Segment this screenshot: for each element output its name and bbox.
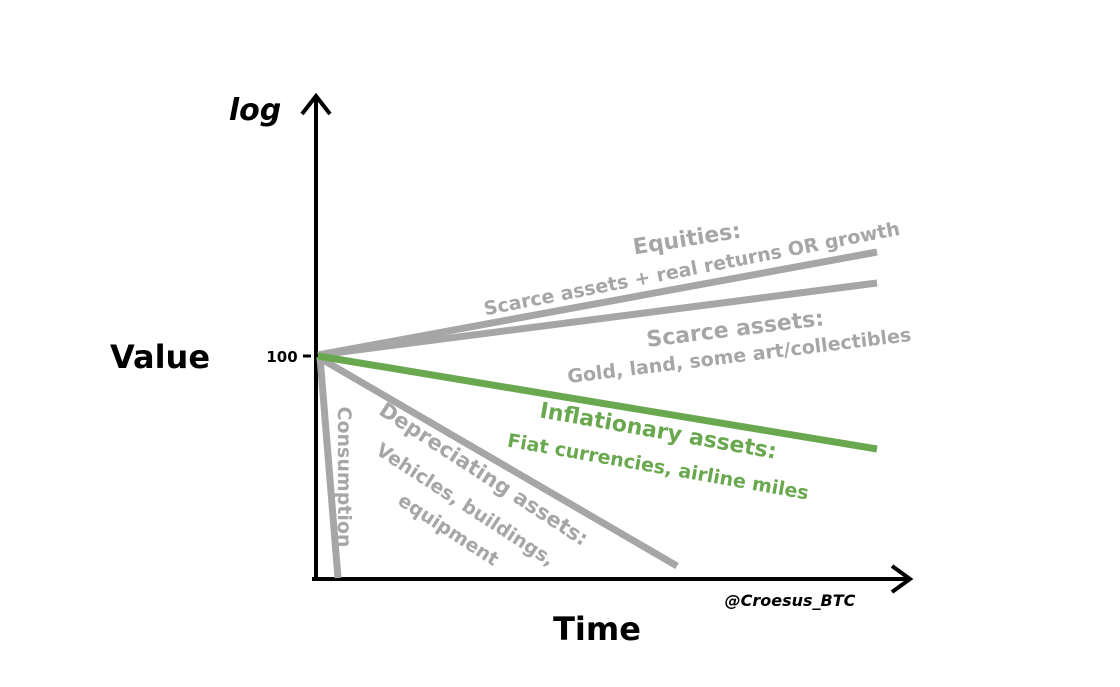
y-tick-label: 100 [266, 348, 297, 366]
scarce-assets-line [317, 279, 878, 359]
equities-line [317, 248, 878, 359]
y-axis-label: Value [110, 338, 210, 376]
y-axis-arrow-icon [300, 92, 332, 116]
consumption-line [316, 356, 342, 579]
x-axis-label: Time [553, 610, 641, 648]
depreciating-assets-line [316, 353, 679, 570]
consumption-label: Consumption [333, 407, 355, 548]
x-axis-arrow-icon [890, 564, 914, 594]
inflationary-assets-line [317, 352, 878, 453]
log-scale-label: log [229, 93, 281, 128]
credit-text: @Croesus_BTC [725, 591, 856, 610]
